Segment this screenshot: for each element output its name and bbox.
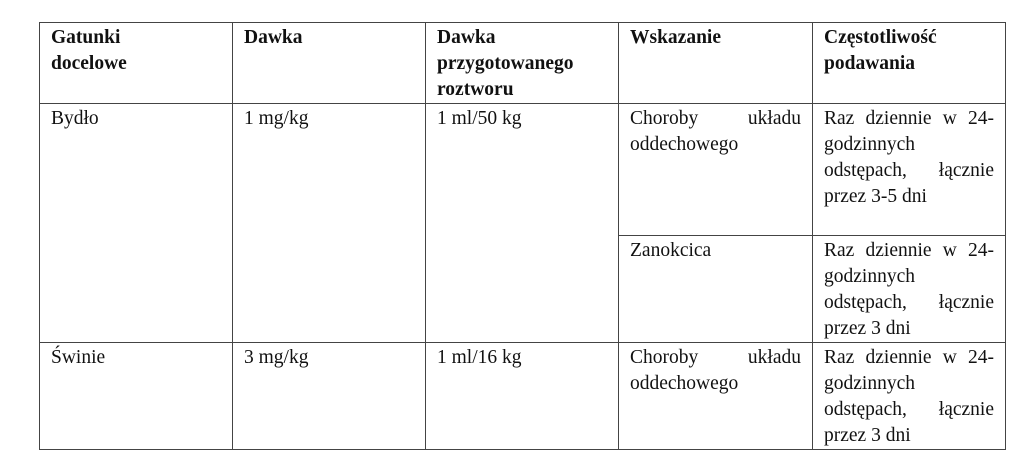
table-row: Bydło 1 mg/kg 1 ml/50 kg Choroby układu … [39, 103, 1006, 343]
dosage-table: Gatunki docelowe Dawka Dawka przygotowan… [39, 22, 1006, 450]
dose-cell: 1 mg/kg [232, 103, 426, 343]
header-indication: Wskazanie [618, 22, 813, 104]
indication-cell: Choroby układu oddechowego [618, 342, 813, 450]
header-species: Gatunki docelowe [39, 22, 233, 104]
frequency-cell: Raz dziennie w 24-godzinnych odstępach, … [812, 235, 1006, 343]
dose-cell: 3 mg/kg [232, 342, 426, 450]
header-frequency: Częstotliwość podawania [812, 22, 1006, 104]
table-row: Świnie 3 mg/kg 1 ml/16 kg Choroby układu… [39, 342, 1006, 450]
solution-dose-cell: 1 ml/50 kg [425, 103, 619, 343]
header-solution-dose: Dawka przygotowanego roztworu [425, 22, 619, 104]
frequency-cell: Raz dziennie w 24-godzinnych odstępach, … [812, 103, 1006, 236]
header-dose: Dawka [232, 22, 426, 104]
species-cell: Świnie [39, 342, 233, 450]
species-cell: Bydło [39, 103, 233, 343]
solution-dose-cell: 1 ml/16 kg [425, 342, 619, 450]
header-row: Gatunki docelowe Dawka Dawka przygotowan… [39, 22, 1006, 104]
table-subrow: Zanokcica Raz dziennie w 24-godzinnych o… [40, 235, 1006, 343]
indication-cell: Choroby układu oddechowego [618, 103, 813, 236]
indication-cell: Zanokcica [618, 235, 813, 343]
frequency-cell: Raz dziennie w 24-godzinnych odstępach, … [812, 342, 1006, 450]
